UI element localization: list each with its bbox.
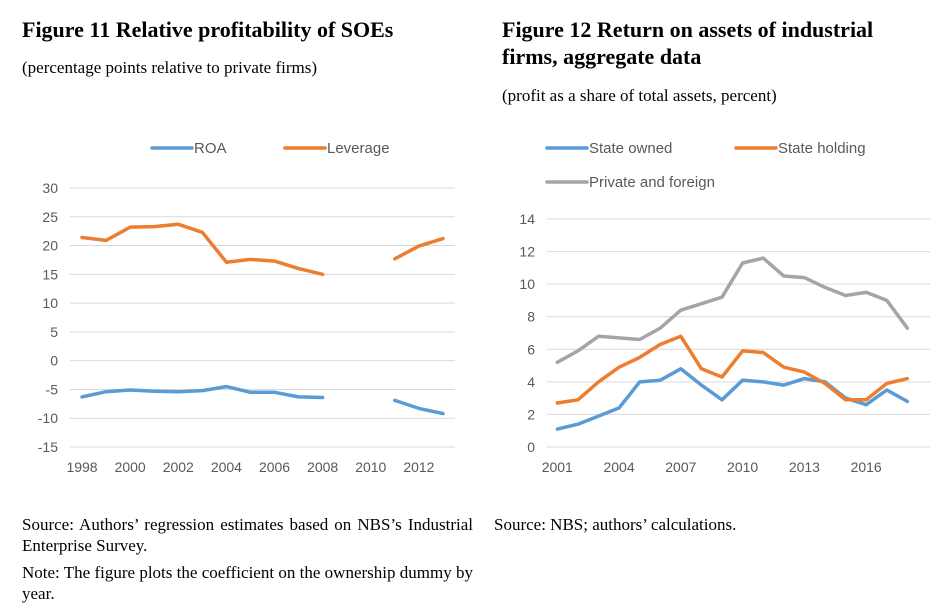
- fig11-y-tick-label: -15: [38, 439, 58, 455]
- fig11-y-tick-label: 0: [50, 353, 58, 369]
- fig11-y-tick-label: -10: [38, 410, 58, 426]
- figure-12-source: Source: NBS; authors’ calculations.: [494, 515, 737, 534]
- figure-11-subtitle: (percentage points relative to private f…: [22, 58, 318, 77]
- fig11-series-line-roa: [80, 384, 445, 416]
- fig11-legend-label-leverage: Leverage: [327, 140, 390, 157]
- fig12-y-tick-label: 12: [519, 244, 535, 260]
- fig11-series-line-leverage: [80, 222, 445, 277]
- fig12-series-line-state-holding: [555, 334, 910, 405]
- fig12-y-tick-label: 8: [527, 309, 535, 325]
- fig11-chart: 30 25 20 15 10 5 0 -5 -10 -15 1998 2000 2002 2004 2006…: [38, 140, 455, 475]
- fig11-y-tick-label: 25: [42, 209, 58, 225]
- fig11-x-tick-label: 2008: [307, 459, 338, 475]
- fig12-x-tick-label: 2016: [851, 459, 882, 475]
- fig12-x-tick-label: 2004: [603, 459, 634, 475]
- figure-12-subtitle: (profit as a share of total assets, perc…: [502, 86, 777, 105]
- fig12-legend-label-state-holding: State holding: [778, 140, 866, 157]
- fig11-legend-label-roa: ROA: [194, 140, 227, 157]
- fig12-x-tick-label: 2007: [665, 459, 696, 475]
- fig11-y-tick-label: 20: [42, 238, 58, 254]
- fig11-x-tick-label: 2006: [259, 459, 290, 475]
- fig12-legend-label-private-and-foreign: Private and foreign: [589, 174, 715, 191]
- fig12-y-tick-label: 4: [527, 374, 535, 390]
- fig12-x-tick-label: 2001: [542, 459, 573, 475]
- fig12-series-line-private-and-foreign: [555, 256, 910, 365]
- figure-11-source: Source: Authors’ regression estimates ba…: [22, 515, 473, 555]
- fig11-y-tick-label: 10: [42, 295, 58, 311]
- fig11-x-tick-label: 2004: [211, 459, 242, 475]
- fig11-y-tick-label: 15: [42, 266, 58, 282]
- fig11-x-tick-label: 1998: [66, 459, 97, 475]
- fig11-x-tick-label: 2000: [115, 459, 146, 475]
- fig12-y-tick-label: 2: [527, 406, 535, 422]
- fig12-x-tick-label: 2013: [789, 459, 820, 475]
- fig12-y-tick-label: 14: [519, 211, 535, 227]
- fig12-y-tick-label: 0: [527, 439, 535, 455]
- fig11-x-tick-label: 2010: [355, 459, 386, 475]
- fig12-y-tick-label: 6: [527, 341, 535, 357]
- fig12-chart: 14 12 10 8 6 4 2 0 2001 2004 2007 2010 2013 2016 State…: [519, 140, 930, 475]
- fig12-y-tick-label: 10: [519, 276, 535, 292]
- figure-11-title: Figure 11 Relative profitability of SOEs: [22, 17, 394, 42]
- fig11-x-tick-label: 2012: [403, 459, 434, 475]
- fig11-x-tick-label: 2002: [163, 459, 194, 475]
- fig12-legend-label-state-owned: State owned: [589, 140, 672, 157]
- fig12-x-tick-label: 2010: [727, 459, 758, 475]
- fig11-y-tick-label: 30: [42, 180, 58, 196]
- figure-11-note: Note: The figure plots the coefficient o…: [22, 563, 473, 603]
- fig11-y-tick-label: -5: [46, 381, 59, 397]
- fig11-y-tick-label: 5: [50, 324, 58, 340]
- figure-12-title: Figure 12 Return on assets of industrial…: [502, 17, 874, 69]
